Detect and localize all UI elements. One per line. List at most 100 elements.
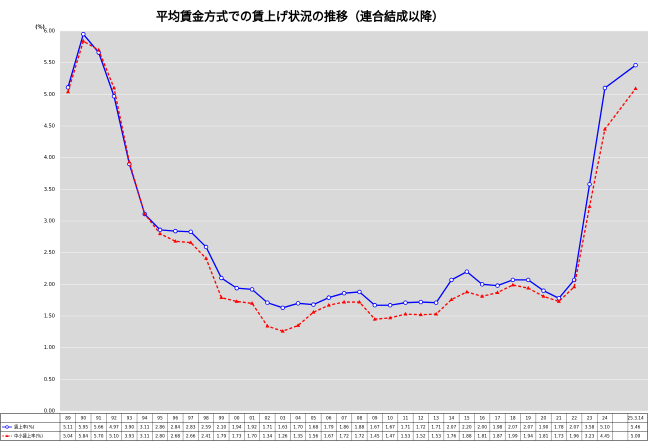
- table-value: 1.72: [416, 425, 426, 431]
- table-value: 1.99: [508, 434, 518, 440]
- x-tick-label: 08: [357, 416, 363, 422]
- point: [173, 239, 178, 243]
- x-tick-label: 18: [510, 416, 516, 422]
- point: [341, 291, 347, 296]
- point: [434, 311, 439, 316]
- table-value: 1.26: [278, 434, 288, 440]
- point: [403, 300, 408, 305]
- point: [311, 302, 316, 307]
- y-tick-label: 5.50: [44, 60, 55, 66]
- table-value: 1.67: [324, 434, 334, 440]
- x-tick-label: 94: [142, 416, 148, 422]
- point: [418, 299, 424, 305]
- table-value: 4.45: [600, 434, 610, 440]
- table-value: 1.45: [370, 434, 380, 440]
- table-value: 3.11: [140, 425, 150, 431]
- table-value: 3.93: [125, 434, 135, 440]
- table-value: 1.67: [385, 425, 395, 431]
- table-value: 2.10: [217, 425, 227, 431]
- point: [433, 300, 439, 305]
- point: [418, 312, 423, 317]
- point: [479, 282, 485, 287]
- y-tick-label: 3.00: [44, 219, 55, 225]
- table-value: 1.88: [355, 425, 365, 431]
- table-value: 1.73: [554, 434, 564, 440]
- table-value: 5.70: [94, 434, 104, 440]
- table-value: 1.56: [309, 434, 319, 440]
- table-value: 5.10: [600, 425, 610, 431]
- point: [188, 240, 193, 244]
- point: [219, 275, 224, 281]
- point: [66, 89, 70, 94]
- point: [495, 283, 500, 288]
- x-tick-label: 03: [280, 416, 286, 422]
- table-value: 1.68: [309, 425, 319, 431]
- point: [127, 159, 132, 164]
- table-value: 2.41: [201, 434, 211, 440]
- table-value: 2.07: [569, 425, 579, 431]
- x-tick-label: 13: [433, 416, 439, 422]
- table-value: 1.81: [539, 434, 549, 440]
- point: [158, 231, 163, 236]
- x-tick-label: 98: [203, 416, 209, 422]
- table-value: 2.66: [186, 434, 196, 440]
- x-tick-label: 96: [173, 416, 179, 422]
- table-value: 1.70: [293, 425, 303, 431]
- x-tick-label: 22: [571, 416, 577, 422]
- y-tick-label: 0.00: [44, 409, 55, 415]
- point: [541, 294, 546, 298]
- table-value: 5.09: [631, 434, 641, 440]
- table-value: 5.66: [94, 425, 104, 431]
- point: [112, 85, 117, 90]
- legend-marker: [5, 425, 9, 429]
- y-tick-label: 4.50: [44, 124, 55, 130]
- point: [357, 299, 362, 304]
- point: [449, 297, 454, 301]
- point: [495, 290, 500, 294]
- chart-title: 平均賃金方式での賃上げ状況の推移（連合結成以降）: [156, 9, 444, 24]
- table-value: 1.92: [247, 425, 257, 431]
- point: [111, 94, 117, 99]
- point: [219, 295, 224, 300]
- point: [510, 282, 515, 287]
- table-value: 2.83: [186, 425, 196, 431]
- table-value: 2.59: [201, 425, 211, 431]
- point: [234, 299, 239, 303]
- x-tick-label: 07: [341, 416, 347, 422]
- table-value: 1.88: [462, 434, 472, 440]
- table-value: 5.84: [79, 434, 89, 440]
- point: [157, 227, 163, 233]
- point: [372, 303, 377, 308]
- x-tick-label: 10: [387, 416, 393, 422]
- table-value: 1.98: [493, 425, 503, 431]
- table-value: 1.96: [569, 434, 579, 440]
- point: [510, 277, 516, 283]
- point: [357, 289, 362, 295]
- table-value: 2.07: [523, 425, 533, 431]
- table-value: 1.72: [339, 434, 349, 440]
- table-value: 1.76: [447, 434, 457, 440]
- point: [633, 62, 638, 68]
- table-value: 3.58: [585, 425, 595, 431]
- point: [203, 244, 209, 250]
- table-value: 2.86: [155, 425, 165, 431]
- table-value: 2.20: [462, 425, 472, 431]
- x-tick-label: 15: [464, 416, 470, 422]
- x-tick-label: 06: [326, 416, 332, 422]
- point: [403, 311, 408, 316]
- point: [388, 315, 393, 320]
- x-tick-label: 01: [249, 416, 255, 422]
- point: [372, 316, 377, 321]
- x-tick-label: 25.3.14: [627, 416, 644, 422]
- table-value: 1.63: [278, 425, 288, 431]
- point: [342, 299, 347, 304]
- y-tick-label: 6.00: [44, 29, 55, 35]
- x-tick-label: 14: [449, 416, 455, 422]
- x-tick-label: 09: [372, 416, 378, 422]
- x-tick-label: 05: [311, 416, 317, 422]
- table-value: 1.90: [539, 425, 549, 431]
- point: [249, 287, 255, 292]
- point: [449, 277, 454, 283]
- point: [464, 289, 469, 294]
- table-value: 1.87: [493, 434, 503, 440]
